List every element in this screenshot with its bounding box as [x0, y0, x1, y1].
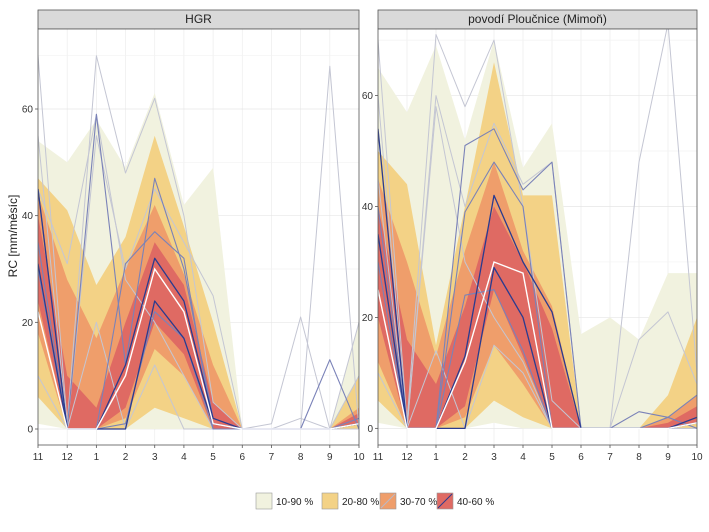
- x-tick-label: 3: [491, 452, 497, 463]
- legend: 10-90 % 20-80 % 30-70 % 40-60 %: [255, 492, 494, 510]
- legend-label: 30-70 %: [400, 497, 437, 508]
- legend-label: 20-80 %: [342, 497, 379, 508]
- x-tick-label: 12: [62, 452, 74, 463]
- legend-label: 40-60 %: [457, 497, 494, 508]
- x-tick-label: 9: [665, 452, 671, 463]
- x-tick-label: 2: [123, 452, 129, 463]
- legend-item: 20-80 %: [321, 492, 379, 510]
- y-tick-label: 60: [362, 91, 374, 102]
- scenario-line-1: [38, 55, 359, 430]
- y-axis-title: RC [mm/měsíc]: [6, 195, 20, 278]
- scenario-line-4: [378, 311, 697, 429]
- scenario-line-4: [38, 321, 359, 430]
- median-line: [378, 261, 697, 430]
- x-tick-label: 7: [269, 452, 275, 463]
- x-tick-label: 6: [578, 452, 584, 463]
- median-line: [38, 267, 359, 430]
- x-tick-label: 7: [607, 452, 613, 463]
- x-tick-label: 1: [94, 452, 100, 463]
- x-tick-label: 3: [152, 452, 158, 463]
- x-tick-label: 8: [298, 452, 304, 463]
- y-tick-label: 20: [22, 318, 34, 329]
- x-tick-label: 8: [636, 452, 642, 463]
- scenario-line-3: [38, 113, 359, 430]
- x-tick-label: 10: [691, 452, 703, 463]
- x-tick-label: 12: [401, 452, 413, 463]
- y-tick-label: 0: [367, 424, 373, 435]
- y-tick-label: 20: [362, 313, 374, 324]
- legend-swatch: [321, 492, 339, 510]
- legend-swatch: [255, 492, 273, 510]
- x-tick-label: 5: [210, 452, 216, 463]
- legend-item: 40-60 %: [436, 492, 494, 510]
- band-40-60: [38, 215, 359, 429]
- scenario-line-1: [378, 29, 697, 429]
- x-tick-label: 1: [433, 452, 439, 463]
- panel-border: [37, 28, 360, 446]
- x-tick-label: 10: [353, 452, 365, 463]
- x-tick-label: 6: [239, 452, 245, 463]
- x-tick-label: 2: [462, 452, 468, 463]
- facet-title: HGR: [185, 12, 212, 26]
- legend-swatch-line: [437, 493, 453, 509]
- panel-border: [377, 28, 698, 446]
- facet-title: povodí Ploučnice (Mimoň): [468, 12, 607, 26]
- x-tick-label: 11: [373, 452, 384, 463]
- x-tick-label: 5: [549, 452, 555, 463]
- legend-label: 10-90 %: [276, 497, 313, 508]
- legend-swatch-line: [380, 493, 396, 509]
- y-tick-label: 60: [22, 105, 34, 116]
- x-tick-label: 4: [181, 452, 187, 463]
- y-tick-label: 40: [362, 202, 374, 213]
- x-tick-label: 4: [520, 452, 526, 463]
- y-tick-label: 0: [27, 425, 33, 436]
- legend-item: 30-70 %: [379, 492, 437, 510]
- y-tick-label: 40: [22, 211, 34, 222]
- legend-item: 10-90 %: [255, 492, 313, 510]
- x-tick-label: 11: [33, 452, 44, 463]
- x-tick-label: 9: [327, 452, 333, 463]
